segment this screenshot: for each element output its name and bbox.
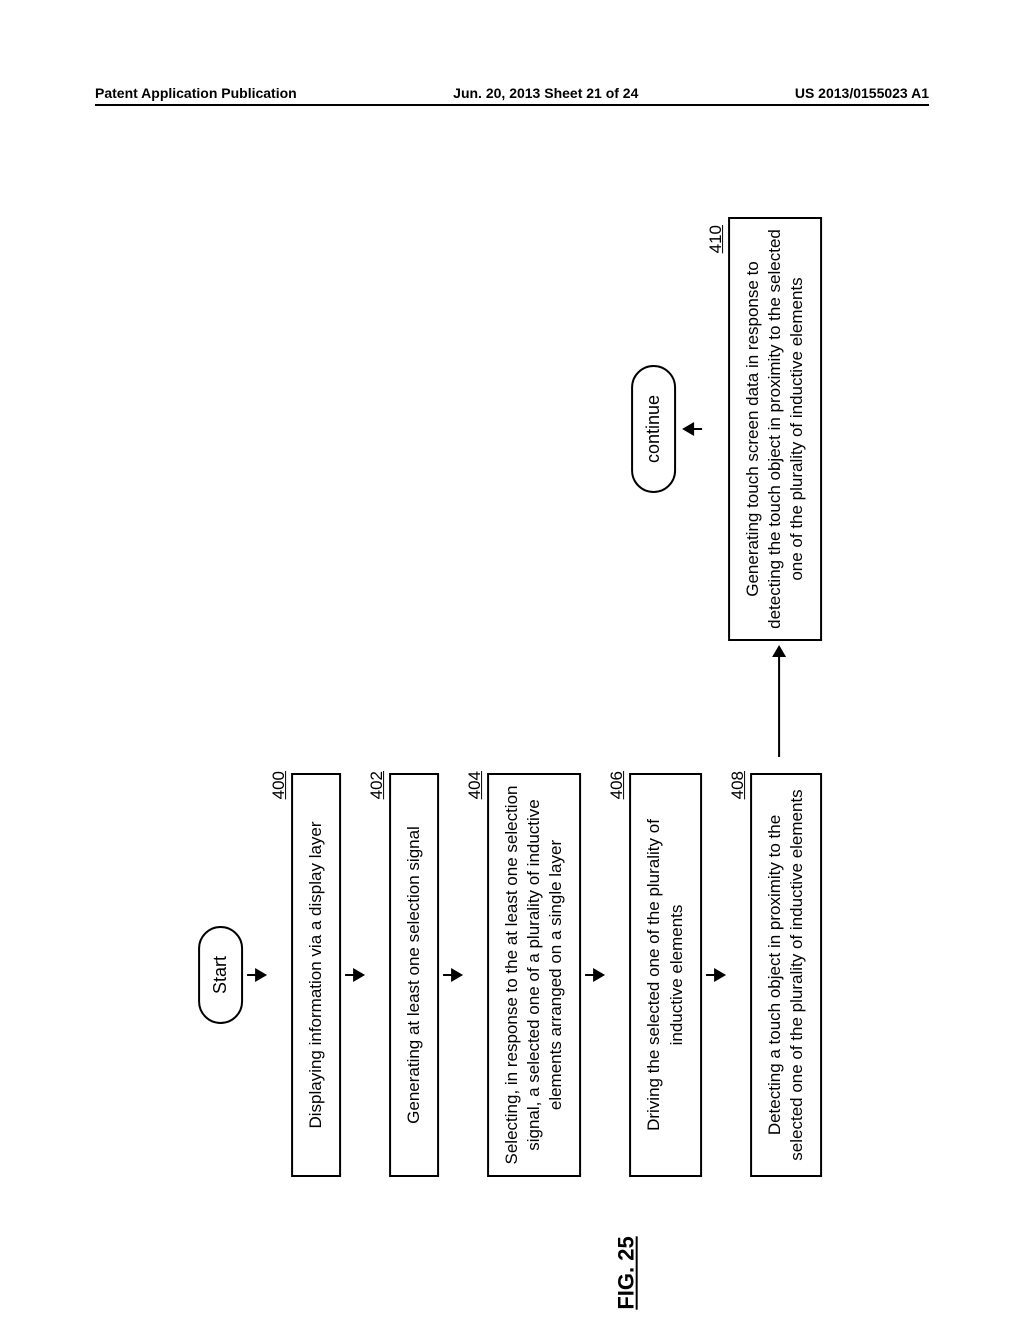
header-right: US 2013/0155023 A1 xyxy=(795,85,929,101)
arrow-icon xyxy=(586,974,604,976)
flow-right-column: continue 410 Generating touch screen dat… xyxy=(631,219,822,639)
page: Patent Application Publication Jun. 20, … xyxy=(0,0,1024,1320)
figure-caption: FIG. 25 xyxy=(614,1236,640,1309)
flowchart: Start 400 Displaying information via a d… xyxy=(198,205,822,1185)
ref-406: 406 xyxy=(608,771,628,799)
flow-left-column: Start 400 Displaying information via a d… xyxy=(198,765,822,1185)
step-402: Generating at least one selection signal xyxy=(389,773,439,1177)
arrow-icon xyxy=(345,974,363,976)
ref-410: 410 xyxy=(706,225,726,253)
arrow-icon xyxy=(778,647,780,757)
header-center: Jun. 20, 2013 Sheet 21 of 24 xyxy=(453,85,638,101)
step-406: Driving the selected one of the pluralit… xyxy=(630,773,702,1177)
arrow-icon xyxy=(247,974,265,976)
step-408: Detecting a touch object in proximity to… xyxy=(750,773,822,1177)
step-410: Generating touch screen data in response… xyxy=(728,217,822,641)
continue-node: continue xyxy=(631,365,676,493)
arrow-icon xyxy=(443,974,461,976)
step-400: Displaying information via a display lay… xyxy=(291,773,341,1177)
ref-408: 408 xyxy=(728,771,748,799)
start-node: Start xyxy=(198,926,243,1024)
flow-columns: Start 400 Displaying information via a d… xyxy=(198,205,822,1185)
ref-400: 400 xyxy=(269,771,289,799)
step-404: Selecting, in response to the at least o… xyxy=(487,773,581,1177)
header-left: Patent Application Publication xyxy=(95,85,297,101)
arrow-icon xyxy=(684,428,702,430)
ref-404: 404 xyxy=(465,771,485,799)
horizontal-connector xyxy=(778,647,780,757)
ref-402: 402 xyxy=(367,771,387,799)
figure-area: Start 400 Displaying information via a d… xyxy=(120,170,900,1220)
page-header: Patent Application Publication Jun. 20, … xyxy=(95,85,929,106)
arrow-icon xyxy=(706,974,724,976)
